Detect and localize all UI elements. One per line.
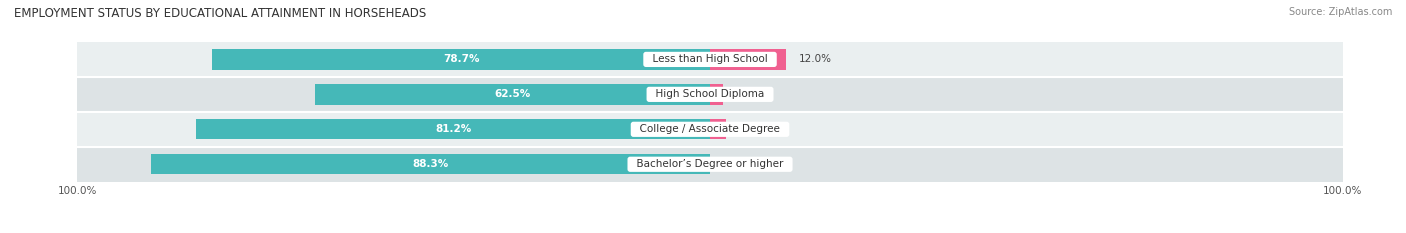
Bar	[77, 112, 1343, 147]
Bar	[710, 84, 723, 105]
Text: 0.0%: 0.0%	[723, 159, 749, 169]
Text: 2.6%: 2.6%	[740, 124, 766, 134]
Text: 78.7%: 78.7%	[443, 55, 479, 64]
Text: Bachelor’s Degree or higher: Bachelor’s Degree or higher	[630, 159, 790, 169]
Text: 88.3%: 88.3%	[412, 159, 449, 169]
Bar	[77, 77, 1343, 112]
Bar	[77, 42, 1343, 77]
Bar	[710, 49, 786, 69]
Text: Source: ZipAtlas.com: Source: ZipAtlas.com	[1288, 7, 1392, 17]
Bar	[77, 147, 1343, 182]
Text: 2.0%: 2.0%	[735, 89, 762, 99]
Bar	[152, 154, 710, 174]
Bar	[197, 119, 710, 139]
Text: 81.2%: 81.2%	[434, 124, 471, 134]
Bar	[212, 49, 710, 69]
Text: EMPLOYMENT STATUS BY EDUCATIONAL ATTAINMENT IN HORSEHEADS: EMPLOYMENT STATUS BY EDUCATIONAL ATTAINM…	[14, 7, 426, 20]
Text: College / Associate Degree: College / Associate Degree	[633, 124, 787, 134]
Bar	[710, 119, 727, 139]
Text: High School Diploma: High School Diploma	[650, 89, 770, 99]
Text: 62.5%: 62.5%	[494, 89, 530, 99]
Bar	[315, 84, 710, 105]
Text: 12.0%: 12.0%	[799, 55, 831, 64]
Text: Less than High School: Less than High School	[645, 55, 775, 64]
